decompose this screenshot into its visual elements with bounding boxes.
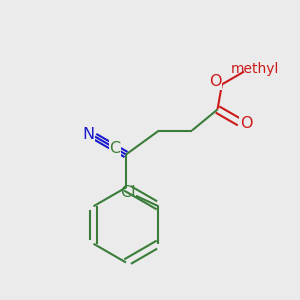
Text: methyl: methyl <box>231 62 280 76</box>
Text: N: N <box>82 127 94 142</box>
Text: O: O <box>209 74 222 89</box>
Text: C: C <box>110 141 121 156</box>
Text: O: O <box>240 116 252 131</box>
Text: Cl: Cl <box>120 184 135 200</box>
